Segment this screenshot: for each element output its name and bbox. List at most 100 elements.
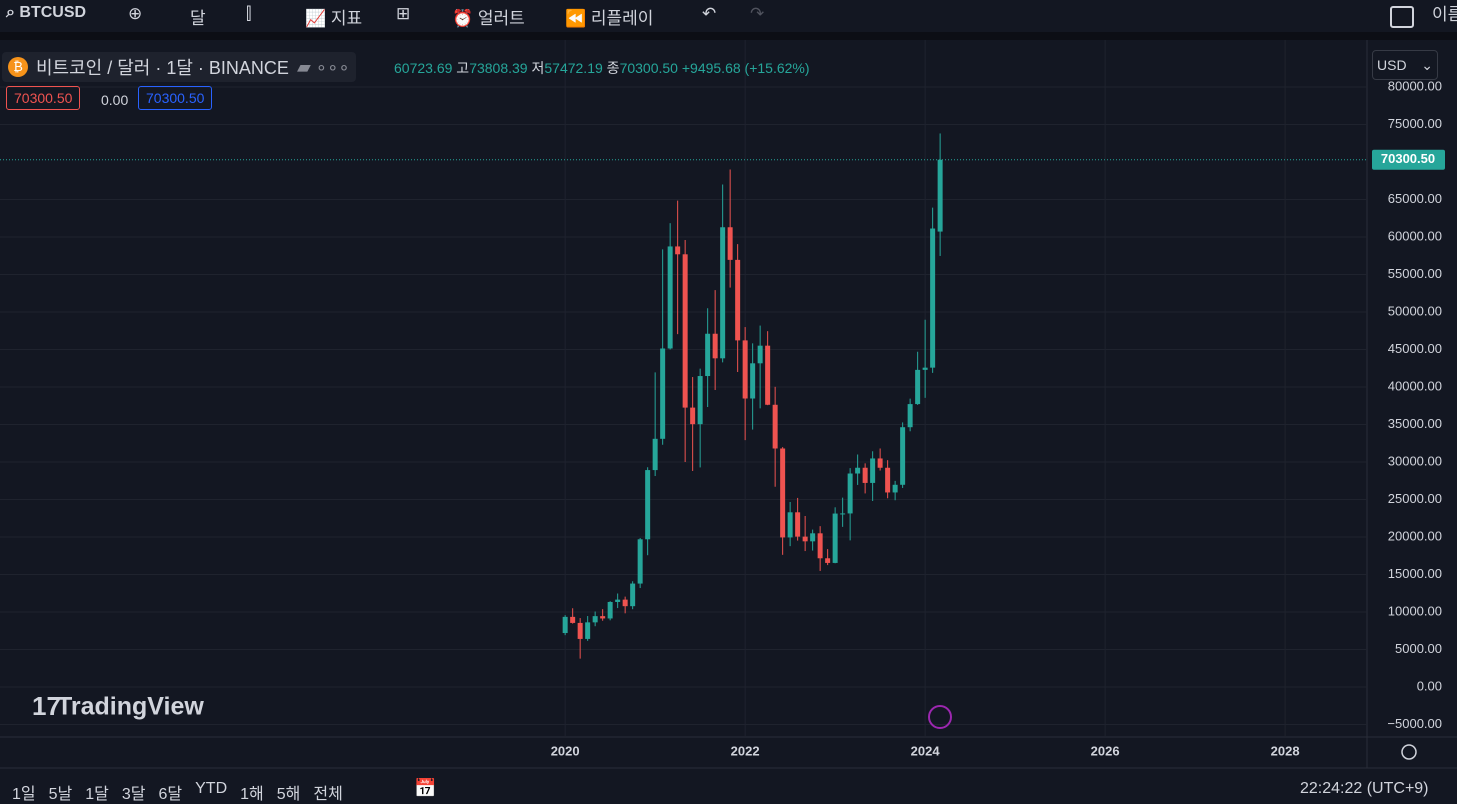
replay-text: 리플레이 — [590, 9, 654, 28]
candle-body — [675, 246, 681, 255]
y-tick-label: 75000.00 — [1388, 116, 1442, 131]
candle-body — [750, 363, 756, 399]
indicators[interactable]: 📈 지표 — [305, 9, 363, 28]
legend-box[interactable]: ₿ 비트코인 / 달러 · 1달 · BINANCE ▰ ∘∘∘ — [2, 52, 356, 82]
candle-body — [915, 369, 921, 405]
buy-button[interactable]: 70300.50 — [138, 86, 213, 110]
candle-body — [720, 227, 726, 359]
candle-body — [570, 616, 576, 623]
y-tick-label: 0.00 — [1417, 678, 1442, 693]
candle-body — [585, 622, 591, 639]
candle-body — [885, 467, 891, 493]
y-tick-label: 5000.00 — [1395, 641, 1442, 656]
change: +9495.68 (+15.62%) — [681, 60, 810, 76]
redo[interactable]: ↷ — [750, 4, 765, 23]
last-price-label: 70300.50 — [1381, 151, 1435, 166]
candle-body — [630, 583, 636, 607]
currency: USD — [1377, 57, 1407, 73]
last-price-badge — [1372, 149, 1445, 170]
candle-body — [690, 407, 696, 425]
candle-body — [862, 467, 868, 483]
range-button[interactable]: 3달 — [121, 786, 146, 803]
date-range-icon[interactable]: 📅 — [414, 778, 437, 798]
candle-body — [652, 438, 658, 471]
candle-body — [765, 345, 771, 405]
candle-body — [645, 470, 651, 540]
spread: 0.00 — [101, 92, 129, 108]
candle-body — [667, 246, 673, 349]
add-symbol[interactable]: ⊕ — [128, 4, 143, 23]
close: 70300.50 — [619, 60, 678, 76]
x-tick-label: 2022 — [731, 743, 760, 758]
watermark: TradingView — [57, 693, 204, 721]
symbol-text: BTCUSD — [19, 4, 87, 21]
x-tick-label: 2028 — [1271, 743, 1300, 758]
candle-body — [772, 404, 778, 449]
x-tick-label: 2026 — [1091, 743, 1120, 758]
clock: 22:24:22 (UTC+9) — [1300, 780, 1429, 797]
ohlc: 60723.69 고73808.39 저57472.19 종70300.50 +… — [394, 58, 810, 78]
candle-body — [562, 616, 568, 634]
range-bar: 1일 5날 1달 3달 6달 YTD 1해 5해 전체 — [12, 780, 343, 804]
low-label: 저 — [531, 60, 545, 76]
fullscreen[interactable] — [1390, 6, 1414, 28]
candle-body — [705, 333, 711, 377]
candle-body — [592, 616, 598, 623]
candle-body — [877, 458, 883, 468]
candle-body — [840, 513, 846, 515]
range-button[interactable]: 5날 — [48, 786, 73, 803]
range-button[interactable]: 전체 — [313, 786, 343, 803]
event-icon[interactable] — [928, 705, 952, 729]
candle-body — [637, 539, 643, 584]
candle-body — [622, 599, 628, 607]
legend-title: 비트코인 / 달러 · 1달 · BINANCE — [36, 58, 289, 78]
candle-body — [855, 467, 861, 474]
candle-body — [825, 558, 831, 563]
y-tick-label: 60000.00 — [1388, 228, 1442, 243]
range-button[interactable]: 5해 — [276, 786, 301, 803]
candle-body — [712, 333, 718, 359]
y-tick-label: 50000.00 — [1388, 303, 1442, 318]
y-tick-label: 40000.00 — [1388, 378, 1442, 393]
range-button[interactable]: YTD — [195, 780, 228, 797]
settings-icon[interactable] — [1401, 744, 1417, 760]
open: 60723.69 — [394, 60, 453, 76]
candle-body — [870, 458, 876, 483]
alerts[interactable]: ⏰ 얼러트 — [452, 9, 525, 28]
y-tick-label: 80000.00 — [1388, 78, 1442, 93]
x-tick-label: 2024 — [911, 743, 941, 758]
candle-body — [802, 536, 808, 542]
y-tick-label: −5000.00 — [1387, 716, 1442, 731]
candle-body — [795, 512, 801, 537]
flag: ▰ ∘∘∘ — [296, 56, 350, 77]
user[interactable]: 이름 — [1432, 5, 1457, 24]
range-button[interactable]: 6달 — [158, 786, 183, 803]
watermark-logo: 17 — [32, 691, 61, 721]
candle-body — [577, 622, 583, 639]
range-button[interactable]: 1해 — [240, 786, 264, 803]
y-tick-label: 25000.00 — [1388, 491, 1442, 506]
btc-icon: ₿ — [8, 57, 28, 77]
x-tick-label: 2020 — [551, 743, 580, 758]
currency-select[interactable]: USD ⌄ — [1372, 50, 1438, 80]
range-button[interactable]: 1달 — [85, 786, 109, 803]
separator — [0, 32, 1457, 40]
chart-type[interactable]: ⫿ — [246, 4, 252, 23]
candle-body — [832, 513, 838, 563]
interval[interactable]: 달 — [190, 9, 206, 28]
close-label: 종 — [606, 60, 620, 76]
symbol[interactable]: ⌕ BTCUSD — [6, 4, 87, 21]
candle-body — [817, 533, 823, 559]
layouts[interactable]: ⊞ — [396, 4, 411, 23]
range-button[interactable]: 1일 — [12, 786, 36, 803]
candle-body — [922, 367, 928, 370]
candle-body — [930, 228, 936, 368]
candle-body — [742, 340, 748, 399]
replay[interactable]: ⏪ 리플레이 — [565, 9, 654, 28]
undo[interactable]: ↶ — [702, 4, 717, 23]
candle-body — [600, 616, 606, 619]
y-tick-label: 35000.00 — [1388, 416, 1442, 431]
candle-body — [682, 254, 688, 408]
sell-button[interactable]: 70300.50 — [6, 86, 81, 110]
